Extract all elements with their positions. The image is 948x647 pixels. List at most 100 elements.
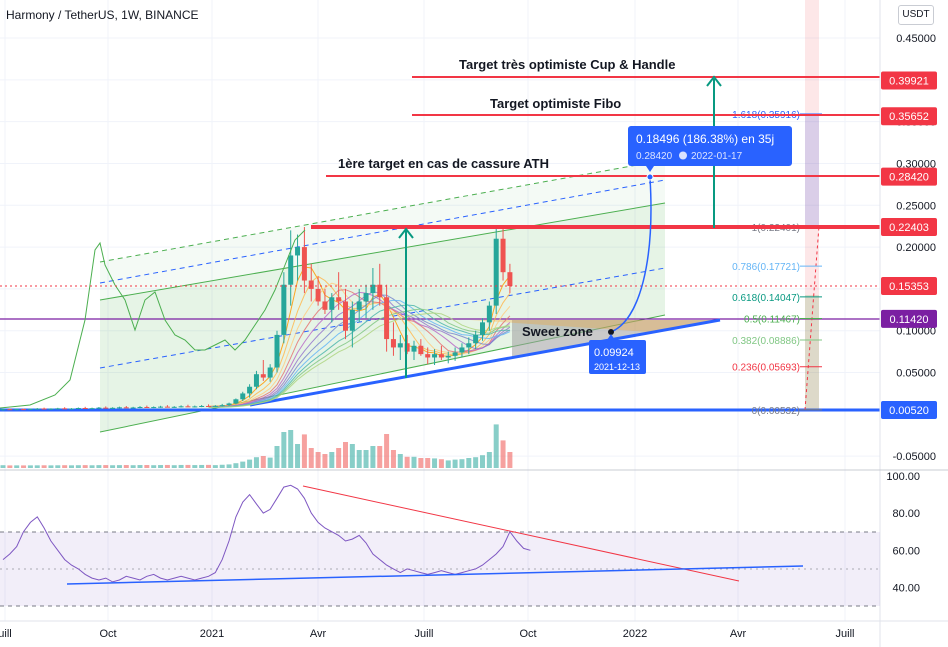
volume-bar	[445, 460, 451, 468]
price-tick-label: 0.10000	[896, 326, 936, 338]
rsi-axis[interactable]: 100.00 80.00 60.00 40.00	[886, 471, 920, 594]
volume-bar	[7, 465, 13, 468]
candle	[274, 334, 280, 368]
candle	[82, 407, 88, 409]
price-tag	[881, 218, 937, 236]
channel-drawing[interactable]	[99, 159, 666, 433]
candle	[329, 297, 335, 310]
fib-level-label: 0.5(0.11467)	[744, 314, 800, 325]
volume-bar	[41, 465, 47, 468]
rsi-trendline-red[interactable]	[302, 485, 740, 582]
price-tag	[881, 71, 937, 90]
candle	[247, 386, 253, 394]
candle	[89, 408, 95, 410]
measure-tooltip[interactable]: 0.18496 (186.38%) en 35j 0.28420 2022-01…	[628, 126, 792, 172]
volume-bar	[336, 448, 342, 468]
volume-bar	[411, 456, 417, 468]
candle	[192, 406, 198, 408]
candle	[288, 255, 294, 285]
volume-bar	[48, 465, 54, 468]
price-axis[interactable]: 0.450000.400000.350000.300000.250000.200…	[893, 33, 936, 463]
sweet-zone-tag[interactable]: 0.09924 2021-12-13	[589, 334, 646, 374]
candle	[267, 367, 273, 378]
candle	[486, 305, 492, 323]
rsi-trendline-blue[interactable]	[66, 565, 804, 585]
volume-bar	[144, 465, 150, 468]
volume-bar	[96, 465, 102, 468]
volume-bar	[89, 465, 95, 468]
currency-button[interactable]: USDT	[898, 5, 934, 25]
volume-bar	[260, 456, 266, 468]
annotation-cup-handle[interactable]: Target très optimiste Cup & Handle	[459, 57, 675, 72]
volume-bar	[267, 457, 273, 468]
price-tag	[881, 107, 937, 126]
time-tick-label: 2021	[200, 628, 224, 640]
volume-bar	[343, 442, 348, 468]
volume-bar	[486, 452, 492, 468]
candle	[62, 408, 68, 410]
fib-level-label: 0(0.00532)	[752, 406, 800, 417]
candle	[55, 408, 61, 410]
volume-bar	[21, 465, 27, 468]
volume-bar	[178, 464, 184, 468]
volume-bar	[226, 464, 232, 468]
channel-upper-line[interactable]	[99, 202, 666, 301]
candle	[96, 407, 102, 409]
time-tick-label: Avr	[310, 628, 327, 640]
candle	[295, 247, 301, 256]
candle	[199, 405, 205, 407]
candle	[397, 343, 403, 348]
candle	[315, 288, 321, 302]
candle	[185, 406, 191, 408]
volume-bar	[329, 452, 335, 468]
price-tag	[881, 276, 937, 295]
sweet-zone-dot[interactable]	[608, 329, 614, 335]
price-tick-label: 0.20000	[896, 242, 936, 254]
arrow-left-head	[398, 227, 414, 239]
fib-retracement-tool[interactable]: 1.618(0.35916)1(0.22401)0.786(0.17721)0.…	[732, 0, 822, 417]
price-tick-label: 0.30000	[896, 158, 936, 170]
candle	[212, 405, 218, 407]
volume-bar	[397, 454, 403, 468]
volume-bar	[233, 463, 239, 468]
support-rising-line[interactable]	[249, 318, 721, 407]
volume-bar	[301, 434, 307, 468]
annotation-first-target[interactable]: 1ère target en cas de cassure ATH	[338, 156, 549, 171]
candle	[14, 409, 20, 411]
volume-bar	[27, 465, 33, 468]
volume-bar	[466, 458, 472, 468]
candle	[34, 408, 40, 410]
volume-bar	[103, 465, 109, 468]
projection-end-dot[interactable]	[646, 173, 654, 181]
time-tick-label: Juill	[836, 628, 855, 640]
volume-bar	[370, 446, 376, 468]
candle	[473, 334, 479, 344]
candle	[27, 408, 33, 410]
channel-upper-fill	[100, 160, 665, 300]
candle	[103, 407, 109, 409]
candle	[445, 355, 451, 358]
volume-bar	[308, 448, 314, 468]
rsi-tick-label: 60.00	[892, 545, 920, 557]
volume-bar	[82, 465, 88, 468]
candle	[253, 374, 259, 387]
annotation-fibo[interactable]: Target optimiste Fibo	[490, 96, 621, 111]
fib-band-green	[805, 295, 819, 410]
volume-bar	[123, 465, 129, 468]
time-axis[interactable]: uill Oct 2021 Avr Juill Oct 2022 Avr Juill	[0, 628, 854, 640]
annotation-sweet-zone[interactable]: Sweet zone	[522, 324, 593, 339]
volume-bar	[110, 465, 116, 468]
volume-bar	[62, 465, 68, 468]
channel-mid-dashed-blue[interactable]	[99, 179, 666, 284]
projection-curve[interactable]	[610, 177, 652, 333]
rsi-line	[2, 484, 531, 583]
price-tag-label: 0.22403	[889, 222, 929, 234]
channel-low-dashed-blue[interactable]	[99, 267, 666, 369]
volume-bar	[377, 446, 383, 468]
symbol-title[interactable]: Harmony / TetherUS, 1W, BINANCE	[6, 8, 199, 22]
volume-bar	[507, 452, 513, 468]
candle	[411, 345, 417, 352]
volume-bar	[151, 465, 157, 468]
price-tag-label: 0.39921	[889, 76, 929, 88]
volume-bar	[253, 457, 259, 468]
